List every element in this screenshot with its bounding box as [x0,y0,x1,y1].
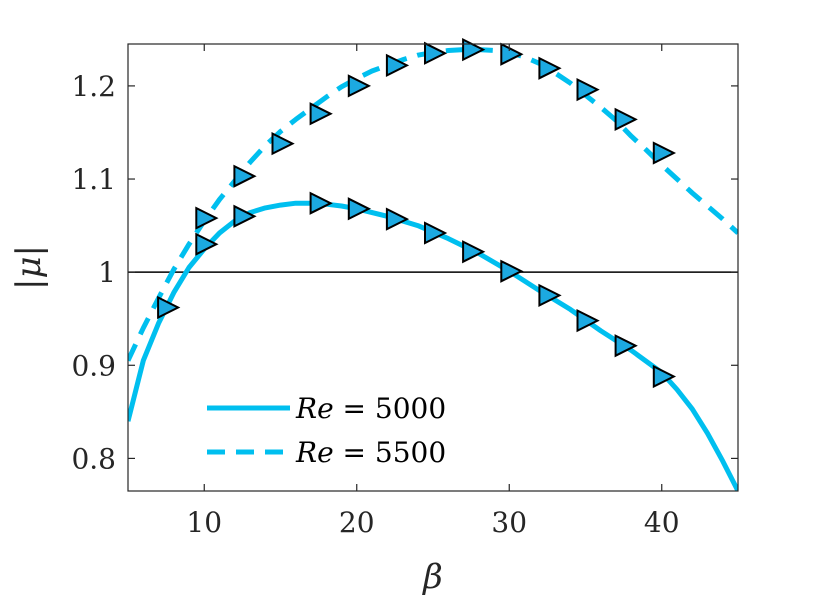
data-point-re5500 [576,77,600,102]
data-point-re5000 [538,283,562,308]
data-point-re5000 [500,259,524,283]
axes: 10 20 30 40 0.8 0.9 1 1.1 1.2 [71,37,739,539]
data-point-re5500 [385,53,410,78]
data-point-re5500 [538,56,562,80]
data-point-re5000 [347,197,372,221]
data-point-re5000 [462,240,486,264]
data-point-re5000 [233,204,257,228]
data-point-re5000 [309,191,333,215]
data-point-re5500 [462,37,486,62]
x-tick-label: 20 [339,506,375,539]
data-point-re5500 [614,107,638,132]
series-line-re5500 [128,47,738,362]
data-point-re5500 [424,41,448,65]
x-tick-label: 10 [186,506,222,539]
x-tick-label: 30 [491,506,527,539]
data-point-re5000 [157,295,181,320]
legend-label-re5000: Re = 5000 [295,392,446,425]
data-point-re5000 [195,232,219,256]
data-point-re5000 [614,334,638,358]
y-tick-label: 0.9 [71,349,116,382]
y-tick-label: 1 [98,256,116,289]
axes-frame [127,43,739,492]
data-point-re5500 [195,206,219,230]
y-tick-label: 1.1 [71,163,116,196]
legend: Re = 5000 Re = 5500 [207,392,446,469]
data-point-re5500 [233,164,257,188]
data-point-re5500 [500,42,524,66]
x-axis-label: β [421,557,443,597]
data-point-re5500 [652,141,677,165]
legend-label-re5500: Re = 5500 [295,436,446,469]
x-tick-label: 40 [644,506,680,539]
y-axis-label: |μ| [9,245,49,290]
y-tick-label: 0.8 [71,442,116,475]
y-tick-label: 1.2 [71,70,116,103]
data-point-re5000 [424,221,448,245]
data-point-re5000 [652,364,677,389]
data-point-re5500 [309,102,333,126]
data-point-re5500 [347,74,372,98]
data-point-re5000 [385,207,410,231]
data-point-re5500 [271,131,295,156]
data-point-re5000 [576,308,600,333]
